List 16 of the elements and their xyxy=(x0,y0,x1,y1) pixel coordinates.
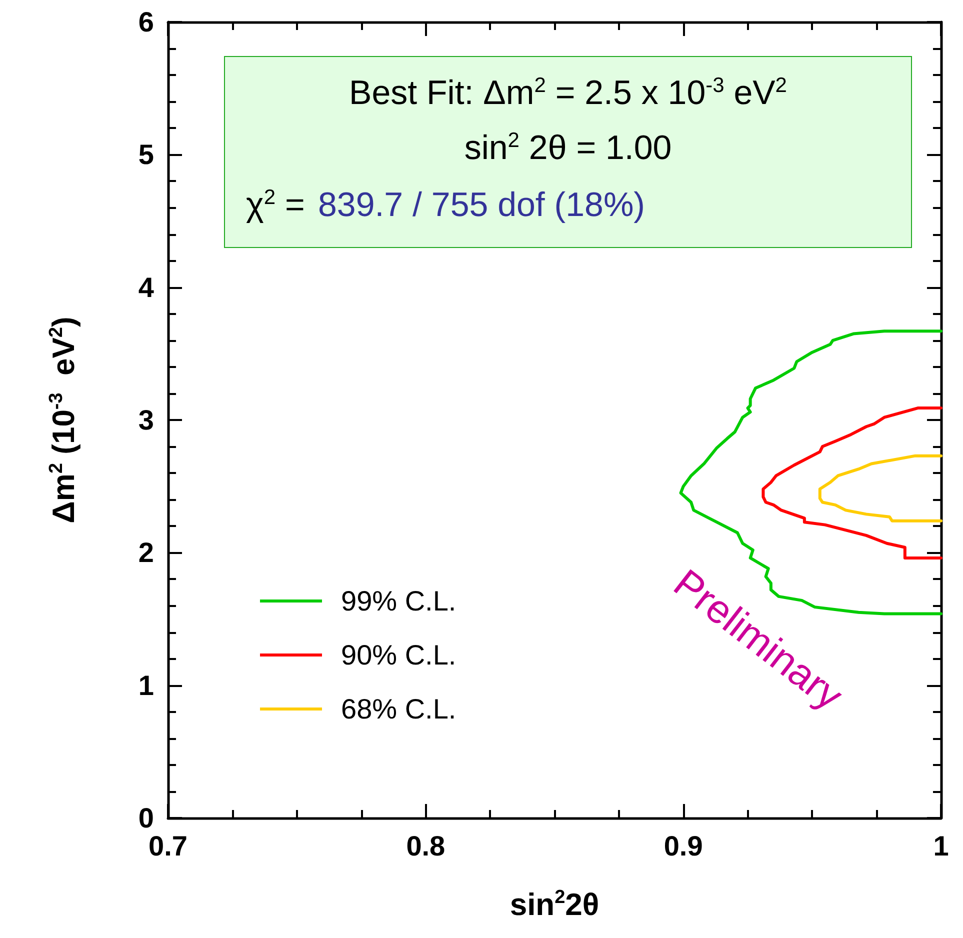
x-tick-label: 0.8 xyxy=(406,830,446,862)
legend-label: 99% C.L. xyxy=(341,586,456,616)
legend-label: 90% C.L. xyxy=(341,640,456,670)
x-tick-label: 0.9 xyxy=(664,830,703,862)
y-tick-label: 2 xyxy=(138,537,154,568)
y-tick-label: 3 xyxy=(138,404,154,436)
annotation: 839.7 / 755 dof (18%) xyxy=(318,186,646,224)
x-tick-label: 0.7 xyxy=(148,830,188,862)
y-axis-title: Δm2 (10-3 eV2) xyxy=(46,316,81,524)
y-tick-label: 1 xyxy=(138,670,154,701)
y-tick-label: 4 xyxy=(138,272,154,303)
y-tick-label: 5 xyxy=(138,139,154,170)
y-tick-label: 0 xyxy=(138,802,154,834)
x-tick-label: 1 xyxy=(933,830,949,862)
legend-label: 68% C.L. xyxy=(341,694,456,724)
y-tick-label: 6 xyxy=(138,6,154,38)
